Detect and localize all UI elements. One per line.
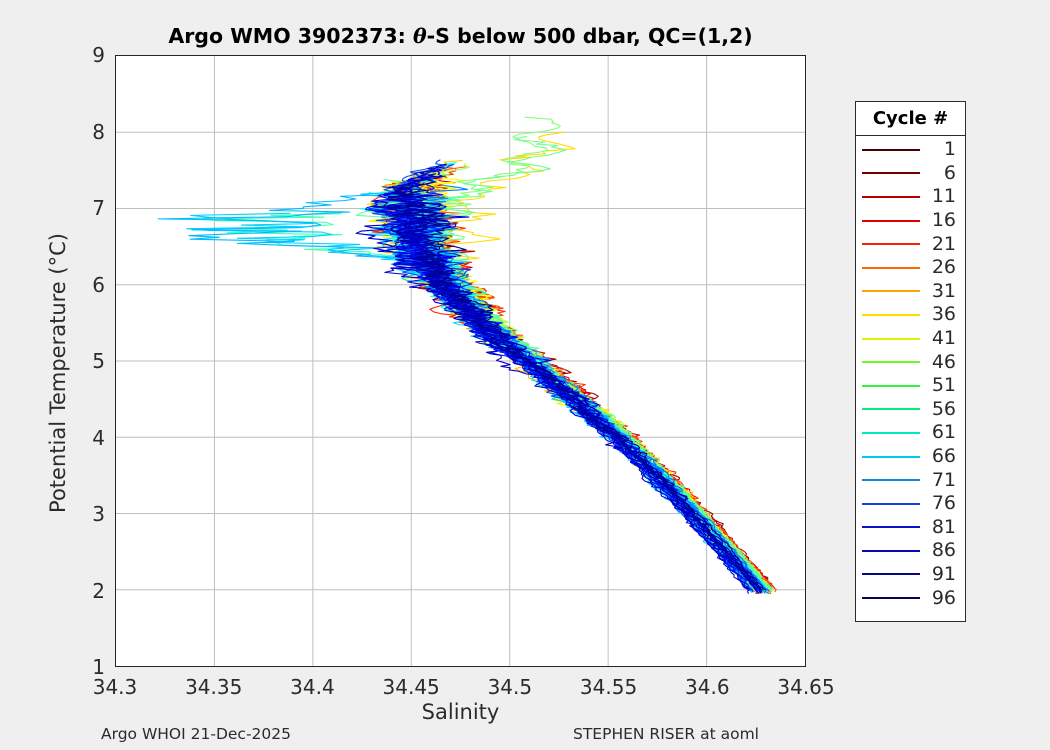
plot-axes (115, 55, 806, 667)
legend-item-label: 31 (931, 279, 956, 302)
legend-color-swatch (862, 148, 920, 151)
cycle-legend: Cycle # 1 6 11 16 21 26 31 36 41 46 51 56 61 66 71 76 81… (855, 101, 966, 622)
legend-item-label: 86 (931, 539, 956, 562)
legend-item-label: 81 (931, 515, 956, 538)
legend-color-swatch (862, 219, 920, 222)
legend-item[interactable]: 76 (856, 492, 965, 516)
legend-item-label: 51 (931, 374, 956, 397)
theta-s-profile-line (355, 208, 750, 591)
legend-item[interactable]: 86 (856, 539, 965, 563)
legend-item-label: 1 (943, 138, 956, 161)
legend-color-swatch (862, 361, 920, 364)
legend-item-label: 26 (931, 256, 956, 279)
legend-item-list: 1 6 11 16 21 26 31 36 41 46 51 56 61 66 71 76 81 86 91 96 (856, 136, 965, 610)
legend-color-swatch (862, 526, 920, 529)
x-tick-label: 34.4 (290, 675, 335, 699)
legend-item[interactable]: 71 (856, 468, 965, 492)
legend-item[interactable]: 61 (856, 421, 965, 445)
legend-item[interactable]: 6 (856, 162, 965, 186)
y-tick-label: 9 (92, 43, 105, 67)
legend-color-swatch (862, 479, 920, 482)
legend-item-label: 41 (931, 327, 956, 350)
page-title: Argo WMO 3902373: θ-S below 500 dbar, QC… (115, 24, 806, 48)
y-tick-label: 1 (92, 655, 105, 679)
theta-s-plot-canvas (116, 56, 805, 666)
footer-source-text: Argo WHOI 21-Dec-2025 (101, 725, 291, 743)
legend-item-label: 16 (931, 209, 956, 232)
theta-s-profile-line (398, 131, 773, 593)
legend-item[interactable]: 46 (856, 350, 965, 374)
legend-color-swatch (862, 549, 920, 552)
legend-color-swatch (862, 384, 920, 387)
theta-s-profile-line (157, 182, 769, 591)
title-theta-symbol: θ (412, 24, 427, 48)
y-tick-label: 3 (92, 502, 105, 526)
legend-color-swatch (862, 502, 920, 505)
legend-item[interactable]: 21 (856, 232, 965, 256)
legend-item[interactable]: 56 (856, 398, 965, 422)
legend-color-swatch (862, 573, 920, 576)
legend-item[interactable]: 81 (856, 516, 965, 540)
legend-color-swatch (862, 337, 920, 340)
legend-item[interactable]: 36 (856, 303, 965, 327)
y-tick-label: 4 (92, 425, 105, 450)
y-tick-label: 2 (92, 578, 105, 603)
legend-item[interactable]: 31 (856, 280, 965, 304)
legend-color-swatch (862, 243, 920, 246)
legend-color-swatch (862, 172, 920, 175)
legend-item[interactable]: 16 (856, 209, 965, 233)
x-tick-label: 34.55 (579, 675, 638, 699)
legend-item[interactable]: 26 (856, 256, 965, 280)
title-suffix: -S below 500 dbar, QC=(1,2) (426, 24, 753, 48)
y-axis-label: Potential Temperature (°C) (46, 233, 70, 513)
legend-item-label: 56 (931, 397, 956, 420)
legend-item-label: 21 (931, 232, 956, 255)
legend-color-swatch (862, 431, 920, 434)
y-tick-label: 7 (92, 196, 105, 220)
legend-item-label: 61 (931, 421, 956, 444)
x-tick-label: 34.6 (685, 675, 730, 699)
legend-item[interactable]: 1 (856, 138, 965, 162)
legend-item[interactable]: 51 (856, 374, 965, 398)
legend-item-label: 6 (943, 161, 956, 184)
theta-s-profile-line (386, 178, 767, 591)
theta-s-profile-line (382, 186, 762, 591)
x-tick-label: 34.45 (382, 675, 440, 699)
x-tick-label: 34.35 (185, 675, 243, 699)
legend-item-label: 91 (931, 562, 956, 585)
legend-title: Cycle # (856, 102, 965, 136)
x-axis-label: Salinity (421, 700, 500, 724)
x-tick-label: 34.5 (487, 675, 533, 699)
legend-color-swatch (862, 266, 920, 269)
legend-item-label: 96 (931, 586, 956, 609)
legend-color-swatch (862, 290, 920, 293)
legend-item-label: 66 (931, 445, 956, 468)
y-tick-label: 8 (92, 119, 105, 144)
theta-s-profile-line (203, 210, 772, 594)
footer-author-text: STEPHEN RISER at aoml (573, 725, 759, 743)
legend-item[interactable]: 11 (856, 185, 965, 209)
y-tick-label: 6 (92, 272, 105, 297)
title-prefix: Argo WMO 3902373: (168, 24, 413, 48)
theta-s-profile-line (365, 205, 753, 593)
legend-item-label: 71 (931, 468, 956, 491)
legend-color-swatch (862, 195, 920, 198)
legend-color-swatch (862, 408, 920, 411)
legend-item[interactable]: 96 (856, 586, 965, 610)
x-tick-label: 34.65 (777, 675, 835, 699)
legend-item-label: 46 (931, 350, 956, 373)
legend-color-swatch (862, 313, 920, 316)
x-tick-label: 34.3 (92, 675, 138, 699)
legend-color-swatch (862, 597, 920, 600)
theta-s-profile-line (186, 212, 764, 594)
y-tick-label: 5 (92, 349, 105, 373)
legend-item-label: 11 (931, 185, 956, 208)
legend-item[interactable]: 66 (856, 445, 965, 469)
legend-item-label: 36 (931, 303, 956, 326)
legend-color-swatch (862, 455, 920, 458)
legend-item[interactable]: 41 (856, 327, 965, 351)
legend-item-label: 76 (931, 492, 956, 515)
legend-item[interactable]: 91 (856, 563, 965, 587)
